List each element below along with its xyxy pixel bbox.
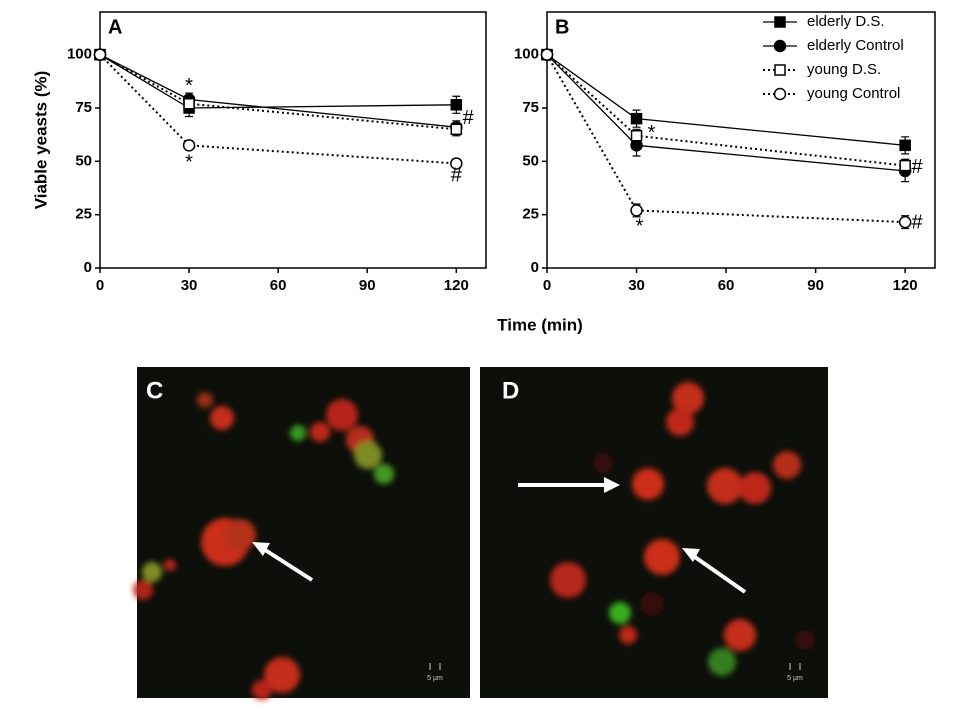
marker bbox=[899, 139, 911, 152]
x-tick-label: 120 bbox=[444, 277, 469, 294]
x-tick-label: 30 bbox=[628, 277, 645, 294]
legend-label: young D.S. bbox=[807, 61, 881, 78]
marker bbox=[450, 157, 463, 170]
micrograph-d: 5 µm D bbox=[480, 367, 828, 698]
series-line bbox=[99, 54, 457, 128]
series-line bbox=[99, 53, 457, 131]
y-tick-label: 50 bbox=[522, 152, 539, 169]
marker bbox=[450, 99, 463, 111]
marker bbox=[450, 123, 463, 136]
x-axis-label: Time (min) bbox=[497, 315, 583, 334]
legend-label: elderly D.S. bbox=[807, 13, 885, 30]
x-tick-label: 0 bbox=[543, 277, 551, 294]
y-tick-label: 25 bbox=[522, 206, 539, 223]
y-tick-label: 100 bbox=[67, 46, 92, 63]
series-line bbox=[99, 53, 457, 165]
panel-label: A bbox=[108, 16, 122, 38]
annotation: * bbox=[648, 122, 656, 144]
x-tick-label: 120 bbox=[893, 277, 918, 294]
marker bbox=[182, 139, 196, 152]
marker bbox=[899, 159, 911, 172]
marker bbox=[540, 48, 554, 61]
marker bbox=[630, 112, 643, 125]
legend-marker bbox=[773, 39, 787, 53]
panel-label: C bbox=[146, 377, 163, 404]
x-tick-label: 0 bbox=[96, 277, 104, 294]
y-tick-label: 100 bbox=[514, 46, 539, 63]
marker bbox=[93, 48, 107, 61]
series-line bbox=[546, 54, 906, 224]
plot-frame bbox=[99, 11, 487, 269]
legend-marker bbox=[774, 64, 786, 76]
y-tick-label: 75 bbox=[522, 99, 539, 116]
annotation: * bbox=[185, 75, 193, 97]
annotation: * bbox=[636, 216, 644, 238]
legend-marker bbox=[774, 16, 786, 28]
scale-bar-label: 5 µm bbox=[787, 675, 803, 682]
plot-frame bbox=[546, 11, 936, 269]
marker bbox=[630, 129, 643, 142]
legend-marker bbox=[773, 87, 787, 101]
annotation: # bbox=[912, 211, 924, 233]
x-tick-label: 30 bbox=[181, 277, 198, 294]
panel-label: B bbox=[555, 16, 569, 38]
annotation: # bbox=[912, 156, 924, 178]
y-tick-label: 0 bbox=[84, 259, 92, 276]
annotation: * bbox=[185, 152, 193, 174]
annotation: # bbox=[463, 107, 475, 129]
legend-label: young Control bbox=[807, 85, 900, 102]
y-tick-label: 25 bbox=[75, 206, 92, 223]
x-tick-label: 90 bbox=[359, 277, 376, 294]
y-tick-label: 50 bbox=[75, 152, 92, 169]
marker bbox=[183, 97, 195, 110]
marker bbox=[898, 215, 912, 229]
x-tick-label: 60 bbox=[270, 277, 287, 294]
panel-label: D bbox=[502, 377, 519, 404]
scale-bar-label: 5 µm bbox=[427, 675, 443, 682]
annotation: # bbox=[451, 165, 463, 187]
x-tick-label: 60 bbox=[718, 277, 735, 294]
marker bbox=[630, 204, 643, 217]
micrograph-c: 5 µm C bbox=[133, 367, 470, 700]
x-tick-label: 90 bbox=[807, 277, 824, 294]
y-axis-label: Viable yeasts (%) bbox=[31, 71, 50, 210]
legend-label: elderly Control bbox=[807, 37, 904, 54]
y-tick-label: 0 bbox=[531, 259, 539, 276]
y-tick-label: 75 bbox=[75, 99, 92, 116]
